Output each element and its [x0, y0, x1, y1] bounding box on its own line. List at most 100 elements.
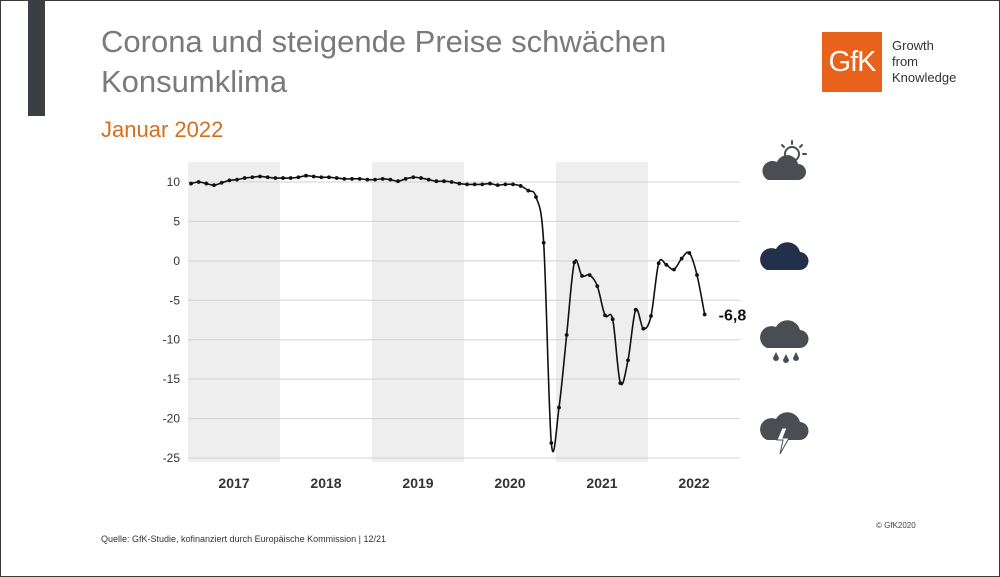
- y-tick-label: -20: [163, 412, 181, 426]
- y-tick-label: -5: [169, 293, 180, 307]
- data-point: [411, 175, 416, 180]
- x-year-label: 2017: [218, 475, 249, 491]
- data-point: [595, 284, 600, 288]
- year-band-2017: [188, 162, 280, 462]
- data-point: [311, 174, 316, 179]
- y-tick-label: -10: [163, 333, 181, 347]
- data-point: [480, 182, 485, 187]
- data-point: [196, 180, 201, 184]
- logo-tagline-line: Knowledge: [892, 70, 957, 85]
- data-point: [465, 182, 469, 187]
- data-point: [656, 261, 661, 266]
- x-year-label: 2019: [402, 475, 433, 491]
- data-point: [265, 175, 270, 180]
- data-point: [227, 178, 232, 183]
- x-year-label: 2022: [678, 475, 709, 491]
- data-point: [534, 195, 538, 199]
- data-point: [219, 180, 224, 185]
- y-tick-label: -15: [163, 372, 181, 386]
- data-point: [610, 317, 615, 322]
- data-point: [426, 177, 431, 182]
- data-point: [350, 176, 354, 181]
- data-point: [702, 312, 707, 317]
- year-band-2019: [372, 162, 464, 462]
- data-point: [396, 179, 400, 184]
- logo-tagline-line: from: [892, 54, 918, 69]
- data-point: [342, 176, 347, 181]
- x-year-label: 2020: [494, 475, 525, 491]
- data-point: [250, 175, 255, 180]
- data-point: [273, 176, 278, 180]
- data-point: [488, 181, 492, 186]
- cloud-icon: [760, 242, 809, 271]
- sun-cloud-icon: [762, 140, 807, 180]
- data-point: [403, 176, 408, 181]
- data-point: [189, 181, 193, 186]
- data-point: [626, 358, 630, 363]
- data-point: [511, 182, 515, 187]
- data-point: [679, 256, 684, 261]
- data-point: [541, 240, 546, 245]
- data-point: [618, 381, 623, 385]
- data-point: [572, 260, 577, 265]
- data-point: [603, 313, 607, 318]
- y-axis-ticks: 10 5 0 -5 -10 -15 -20 -25: [163, 175, 181, 465]
- data-point: [296, 175, 301, 180]
- source-note: Quelle: GfK-Studie, kofinanziert durch E…: [101, 534, 386, 544]
- data-point: [288, 176, 293, 180]
- data-point: [334, 176, 339, 180]
- data-point: [258, 174, 262, 179]
- data-point: [564, 333, 569, 337]
- y-tick-label: -25: [163, 451, 181, 465]
- data-point: [327, 175, 331, 180]
- accent-bar: [28, 0, 45, 116]
- data-point: [242, 176, 247, 180]
- data-point: [587, 273, 592, 277]
- data-point: [549, 441, 554, 445]
- data-point: [457, 181, 462, 186]
- data-point: [442, 179, 446, 184]
- end-value-label: -6,8: [719, 307, 747, 324]
- data-point: [526, 188, 531, 193]
- year-band-2021: [556, 162, 648, 462]
- data-point: [641, 326, 646, 331]
- year-bands: [188, 162, 648, 462]
- y-tick-label: 10: [167, 175, 181, 189]
- data-point: [319, 175, 324, 180]
- y-tick-label: 5: [173, 214, 180, 228]
- logo-tagline-line: Growth: [892, 38, 934, 53]
- data-point: [235, 177, 239, 182]
- data-point: [357, 176, 362, 181]
- data-point: [503, 182, 508, 187]
- gridlines: [188, 181, 740, 459]
- data-point: [518, 184, 523, 188]
- data-point: [388, 177, 393, 182]
- data-point: [365, 177, 370, 182]
- data-point: [449, 180, 454, 184]
- page-title: Corona und steigende Preise schwächen Ko…: [101, 24, 667, 99]
- data-point: [580, 273, 584, 278]
- data-point: [380, 176, 385, 181]
- data-point: [212, 183, 216, 188]
- data-point: [633, 307, 638, 312]
- copyright-note: © GfK2020: [876, 521, 916, 530]
- data-point: [373, 177, 377, 182]
- data-point: [557, 405, 561, 410]
- data-point: [204, 181, 209, 186]
- x-year-label: 2018: [310, 475, 341, 491]
- data-point: [281, 176, 285, 180]
- data-point: [434, 179, 439, 184]
- data-point: [304, 173, 308, 178]
- logo-tagline: Growth from Knowledge: [892, 38, 956, 86]
- data-point: [419, 176, 423, 180]
- rain-cloud-icon: [760, 320, 809, 363]
- data-point: [687, 251, 692, 255]
- x-year-label: 2021: [586, 475, 617, 491]
- gfk-logo: GfK: [822, 32, 882, 92]
- data-point: [672, 267, 676, 272]
- data-point: [472, 182, 477, 187]
- storm-cloud-icon: [760, 412, 809, 455]
- x-axis-year-labels: 2017 2018 2019 2020 2021 2022: [218, 475, 709, 491]
- series-points: [189, 173, 707, 445]
